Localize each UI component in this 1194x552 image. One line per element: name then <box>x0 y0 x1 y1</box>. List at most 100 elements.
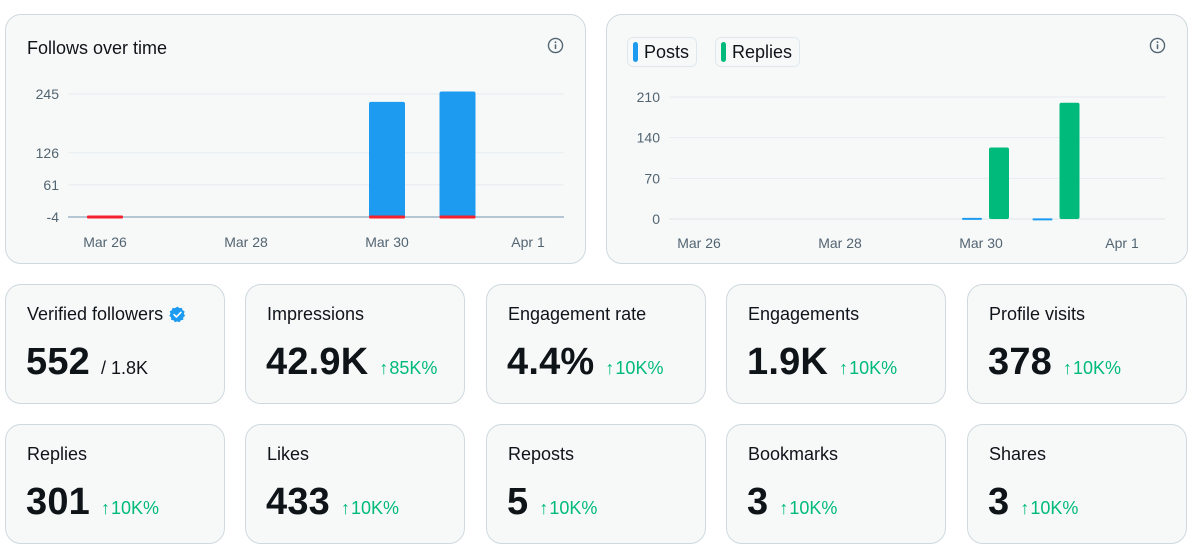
stat-label: Bookmarks <box>748 444 839 464</box>
x-tick-label: Mar 28 <box>818 235 862 251</box>
stat-change-value: 10K% <box>849 358 898 378</box>
y-tick-label: 210 <box>637 89 661 105</box>
stat-value: 378 <box>988 341 1053 383</box>
stat-change: ↑ 10K% <box>101 498 159 519</box>
y-tick-label: 245 <box>36 86 60 102</box>
x-tick-label: Apr 1 <box>1105 235 1139 251</box>
info-icon[interactable] <box>547 37 564 54</box>
legend-replies-swatch <box>721 42 727 62</box>
y-tick-label: 0 <box>652 211 660 227</box>
stat-label: Shares <box>989 444 1047 464</box>
stat-card-profile-visits[interactable]: Profile visits 378 ↑ 10K% <box>967 284 1187 404</box>
stat-card-replies[interactable]: Replies 301 ↑ 10K% <box>5 424 225 544</box>
stat-label: Impressions <box>267 304 365 324</box>
stat-value-row: 3 ↑ 10K% <box>747 481 837 524</box>
y-tick-label: 126 <box>36 145 60 161</box>
stat-value-row: 433 ↑ 10K% <box>266 481 399 524</box>
stat-change-value: 10K% <box>1030 498 1079 518</box>
x-tick-label: Mar 26 <box>677 235 721 251</box>
stat-value: 3 <box>747 481 769 523</box>
stat-change: ↑ 10K% <box>605 358 663 379</box>
arrow-up-icon: ↑ <box>779 498 789 518</box>
stat-change: ↑ 10K% <box>839 358 897 379</box>
stat-value-row: 552 / 1.8K <box>26 341 148 384</box>
x-tick-label: Apr 1 <box>511 234 545 250</box>
posts-replies-chart-plot: 210 140 70 0 Mar 26 Mar 28 Mar 30 Apr 1 <box>637 89 1165 251</box>
arrow-up-icon: ↑ <box>605 358 615 378</box>
stat-value: 301 <box>26 481 91 523</box>
arrow-up-icon: ↑ <box>341 498 351 518</box>
stat-label: Verified followers <box>27 304 164 324</box>
stat-change-value: 10K% <box>549 498 598 518</box>
unfollows-bar <box>439 215 476 219</box>
replies-bar <box>1059 102 1080 219</box>
info-icon[interactable] <box>1149 37 1166 54</box>
stat-value-row: 4.4% ↑ 10K% <box>507 341 663 384</box>
stat-value-row: 5 ↑ 10K% <box>507 481 597 524</box>
legend-replies[interactable]: Replies <box>715 37 801 67</box>
arrow-up-icon: ↑ <box>1020 498 1030 518</box>
stat-change-value: 10K% <box>1073 358 1122 378</box>
arrow-up-icon: ↑ <box>1063 358 1073 378</box>
legend-posts[interactable]: Posts <box>627 37 698 67</box>
stat-value-row: 3 ↑ 10K% <box>988 481 1078 524</box>
stat-change: ↑ 10K% <box>1063 358 1121 379</box>
stat-change-value: 10K% <box>615 358 664 378</box>
stat-card-engagement-rate[interactable]: Engagement rate 4.4% ↑ 10K% <box>486 284 706 404</box>
posts-replies-chart-card: Posts Replies 210 140 70 0 Mar 26 Mar 28 Mar 3… <box>606 14 1188 264</box>
stat-card-engagements[interactable]: Engagements 1.9K ↑ 10K% <box>726 284 946 404</box>
legend-posts-swatch <box>633 42 638 62</box>
stat-value: 1.9K <box>747 341 829 383</box>
stat-card-shares[interactable]: Shares 3 ↑ 10K% <box>967 424 1187 544</box>
posts-bar <box>1032 218 1053 221</box>
verified-badge-icon <box>169 306 186 323</box>
stat-card-verified-followers[interactable]: Verified followers 552 / 1.8K <box>5 284 225 404</box>
stat-change: ↑ 85K% <box>379 358 437 379</box>
legend-replies-label: Replies <box>732 41 793 62</box>
stat-label: Engagement rate <box>508 304 647 324</box>
stat-change-value: 10K% <box>111 498 160 518</box>
stat-value-row: 378 ↑ 10K% <box>988 341 1121 384</box>
stat-value: 433 <box>266 481 331 523</box>
unfollows-bar <box>87 215 123 219</box>
follows-chart-title: Follows over time <box>27 38 168 58</box>
follows-bar <box>439 91 476 217</box>
stat-change: ↑ 10K% <box>779 498 837 519</box>
stat-label: Replies <box>27 444 88 464</box>
stat-value: 4.4% <box>507 341 595 383</box>
stat-card-likes[interactable]: Likes 433 ↑ 10K% <box>245 424 465 544</box>
y-tick-label: 61 <box>43 177 59 193</box>
stat-change: ↑ 10K% <box>1020 498 1078 519</box>
stat-label-wrap: Verified followers <box>27 304 186 325</box>
stat-label: Profile visits <box>989 304 1086 324</box>
stat-value: 552 <box>26 341 91 383</box>
legend-posts-label: Posts <box>644 41 690 62</box>
stat-card-impressions[interactable]: Impressions 42.9K ↑ 85K% <box>245 284 465 404</box>
stat-change: ↑ 10K% <box>341 498 399 519</box>
x-tick-label: Mar 26 <box>83 234 127 250</box>
chart-legend: Posts Replies <box>627 37 801 67</box>
stat-change: ↑ 10K% <box>539 498 597 519</box>
replies-bar <box>989 147 1009 219</box>
stat-change-value: 10K% <box>789 498 838 518</box>
unfollows-bar <box>369 215 405 219</box>
stat-label: Likes <box>267 444 310 464</box>
stat-value: 5 <box>507 481 529 523</box>
x-tick-label: Mar 30 <box>365 234 409 250</box>
stat-card-reposts[interactable]: Reposts 5 ↑ 10K% <box>486 424 706 544</box>
follows-chart-plot: 245 126 61 -4 Mar 26 Mar 28 Mar 30 Apr 1 <box>36 86 564 250</box>
posts-bar <box>962 217 982 220</box>
y-tick-label: -4 <box>47 209 60 225</box>
stat-label: Reposts <box>508 444 575 464</box>
arrow-up-icon: ↑ <box>379 358 389 378</box>
y-tick-label: 140 <box>637 130 661 146</box>
stat-label: Engagements <box>748 304 860 324</box>
stat-value-row: 301 ↑ 10K% <box>26 481 159 524</box>
stat-value-row: 1.9K ↑ 10K% <box>747 341 897 384</box>
x-tick-label: Mar 30 <box>959 235 1003 251</box>
follows-bar <box>369 101 405 217</box>
stat-card-bookmarks[interactable]: Bookmarks 3 ↑ 10K% <box>726 424 946 544</box>
y-tick-label: 70 <box>644 170 660 186</box>
arrow-up-icon: ↑ <box>539 498 549 518</box>
stat-total: / 1.8K <box>101 358 149 378</box>
